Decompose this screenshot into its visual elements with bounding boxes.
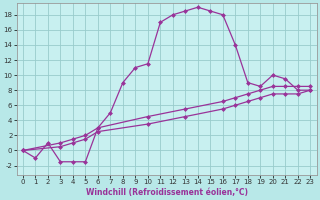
X-axis label: Windchill (Refroidissement éolien,°C): Windchill (Refroidissement éolien,°C) bbox=[85, 188, 248, 197]
